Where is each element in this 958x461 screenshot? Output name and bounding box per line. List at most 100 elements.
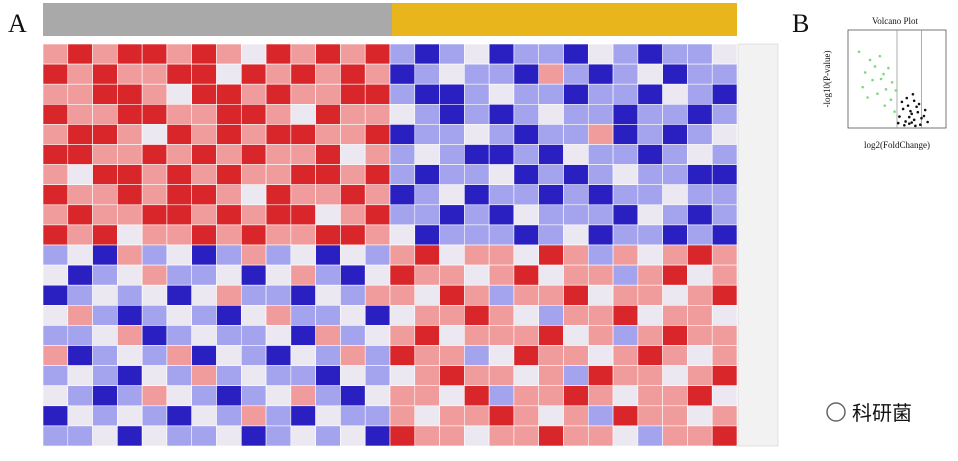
volcano-point bbox=[901, 107, 905, 111]
heatmap-cell bbox=[563, 264, 589, 286]
volcano-point bbox=[896, 121, 900, 125]
heatmap-cell bbox=[265, 164, 292, 186]
heatmap-cell bbox=[439, 325, 465, 346]
heatmap-cell bbox=[637, 264, 663, 286]
heatmap-cell bbox=[563, 224, 589, 246]
heatmap-cell bbox=[216, 124, 242, 145]
group-bar bbox=[43, 3, 392, 36]
heatmap-cell bbox=[290, 83, 316, 105]
heatmap-cell bbox=[711, 345, 738, 366]
heatmap-cell bbox=[538, 284, 564, 306]
heatmap-cell bbox=[711, 304, 738, 326]
x-axis-label: log2(FoldChange) bbox=[864, 140, 930, 150]
heatmap-cell bbox=[240, 144, 267, 165]
heatmap-cell bbox=[389, 425, 416, 447]
heatmap-cell bbox=[141, 164, 168, 186]
heatmap-cell bbox=[117, 83, 143, 105]
heatmap-cell bbox=[92, 304, 118, 326]
heatmap-cell bbox=[166, 224, 193, 246]
heatmap-cell bbox=[117, 184, 143, 206]
heatmap-cell bbox=[662, 224, 688, 246]
volcano-point bbox=[857, 50, 861, 54]
heatmap-cell bbox=[612, 425, 639, 447]
heatmap-cell bbox=[117, 144, 143, 165]
heatmap-cell bbox=[191, 83, 217, 105]
heatmap-cell bbox=[538, 144, 564, 165]
heatmap-cell bbox=[166, 325, 193, 346]
heatmap-cell bbox=[711, 164, 738, 186]
heatmap-cell bbox=[265, 365, 292, 387]
heatmap-cell bbox=[265, 184, 292, 206]
heatmap-cell bbox=[290, 124, 316, 145]
heatmap-cell bbox=[513, 385, 540, 407]
heatmap-cell bbox=[290, 345, 316, 366]
heatmap-cell bbox=[67, 224, 93, 246]
heatmap-cell bbox=[315, 124, 341, 145]
heatmap-cell bbox=[67, 63, 93, 85]
heatmap-cell bbox=[340, 184, 366, 206]
heatmap-cell bbox=[439, 345, 465, 366]
volcano-point bbox=[916, 110, 920, 114]
heatmap-cell bbox=[439, 425, 465, 447]
heatmap-cell bbox=[364, 144, 391, 165]
heatmap-cell bbox=[315, 405, 341, 427]
heatmap-cell bbox=[265, 63, 292, 85]
heatmap-cell bbox=[216, 204, 242, 226]
heatmap-cell bbox=[538, 164, 564, 186]
heatmap-cell bbox=[612, 124, 639, 145]
heatmap-cell bbox=[414, 63, 440, 85]
heatmap-cell bbox=[464, 405, 490, 427]
heatmap-cell bbox=[389, 184, 416, 206]
heatmap-cell bbox=[414, 365, 440, 387]
heatmap-cell bbox=[711, 63, 738, 85]
heatmap-cell bbox=[315, 83, 341, 105]
heatmap-cell bbox=[141, 425, 168, 447]
heatmap-cell bbox=[711, 264, 738, 286]
volcano-point bbox=[904, 120, 907, 123]
heatmap-cell bbox=[587, 385, 614, 407]
heatmap-cell bbox=[414, 284, 440, 306]
heatmap-cell bbox=[538, 83, 564, 105]
heatmap-cell bbox=[488, 325, 515, 346]
heatmap-cell bbox=[389, 304, 416, 326]
heatmap-cell bbox=[191, 365, 217, 387]
heatmap-cell bbox=[563, 385, 589, 407]
heatmap-cell bbox=[587, 284, 614, 306]
heatmap-cell bbox=[315, 144, 341, 165]
heatmap-cell bbox=[414, 43, 440, 65]
volcano-point bbox=[898, 115, 901, 118]
heatmap-cell bbox=[42, 144, 69, 165]
heatmap-cell bbox=[191, 425, 217, 447]
heatmap-cell bbox=[265, 325, 292, 346]
volcano-title: Volcano Plot bbox=[872, 16, 919, 26]
heatmap-cell bbox=[92, 345, 118, 366]
heatmap-cell bbox=[290, 43, 316, 65]
heatmap-cell bbox=[414, 405, 440, 427]
heatmap-cell bbox=[612, 43, 639, 65]
heatmap-cell bbox=[612, 385, 639, 407]
heatmap-cell bbox=[67, 284, 93, 306]
heatmap-cell bbox=[687, 144, 713, 165]
heatmap-cell bbox=[464, 365, 490, 387]
heatmap-cell bbox=[488, 284, 515, 306]
heatmap-cell bbox=[42, 244, 69, 266]
heatmap-cell bbox=[389, 284, 416, 306]
heatmap-cell bbox=[587, 104, 614, 125]
volcano-point bbox=[884, 88, 888, 91]
heatmap-cell bbox=[563, 304, 589, 326]
heatmap-cell bbox=[240, 244, 267, 266]
heatmap-cell bbox=[290, 224, 316, 246]
heatmap-cell bbox=[464, 425, 490, 447]
heatmap-cell bbox=[265, 144, 292, 165]
heatmap-cell bbox=[240, 43, 267, 65]
heatmap-cell bbox=[439, 224, 465, 246]
heatmap-cell bbox=[414, 224, 440, 246]
heatmap-cell bbox=[414, 164, 440, 186]
heatmap-cell bbox=[315, 184, 341, 206]
heatmap-cell bbox=[166, 124, 193, 145]
heatmap-cell bbox=[464, 184, 490, 206]
heatmap-cell bbox=[240, 304, 267, 326]
heatmap-cell bbox=[290, 204, 316, 226]
heatmap-cell bbox=[340, 385, 366, 407]
heatmap-cell bbox=[240, 184, 267, 206]
